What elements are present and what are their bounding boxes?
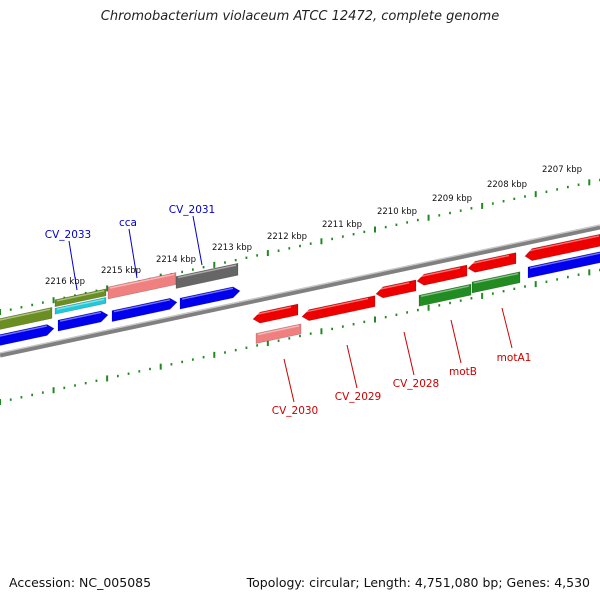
gene-leader-line	[450, 319, 462, 364]
gene-feature-blue-1[interactable]	[0, 324, 55, 346]
genome-backbone	[0, 224, 600, 358]
gene-label-motb[interactable]: motB	[449, 366, 477, 378]
map-title: Chromobacterium violaceum ATCC 12472, co…	[100, 9, 500, 24]
genome-summary-text: Topology: circular; Length: 4,751,080 bp…	[246, 575, 590, 590]
gene-label-cv-2033[interactable]: CV_2033	[45, 229, 92, 241]
ruler-tick-label: 2216 kbp	[45, 277, 85, 287]
gene-leader-line	[283, 358, 295, 403]
gene-leader-line	[192, 215, 203, 266]
gene-feature-blue-5[interactable]	[527, 250, 600, 279]
gene-feature-red-1[interactable]	[252, 303, 299, 324]
gene-feature-blue-2[interactable]	[57, 310, 109, 332]
gene-label-mota1[interactable]: motA1	[497, 352, 532, 364]
gene-feature-cca-cyan[interactable]	[54, 297, 107, 315]
feature-layer	[0, 233, 600, 346]
gene-label-cv-2028[interactable]: CV_2028	[393, 378, 440, 390]
gene-feature-green-1[interactable]	[418, 283, 472, 307]
ruler-tick-label: 2209 kbp	[432, 194, 472, 204]
gene-feature-red-2[interactable]	[301, 295, 376, 322]
gene-label-cv-2031[interactable]: CV_2031	[169, 204, 216, 216]
gene-feature-pink[interactable]	[107, 272, 177, 300]
ruler-tick-label: 2212 kbp	[267, 232, 307, 242]
gene-feature-cca-olive[interactable]	[54, 288, 107, 308]
gene-label-cv-2029[interactable]: CV_2029	[335, 391, 382, 403]
gene-feature-blue-3[interactable]	[111, 297, 178, 323]
gene-feature-red-3[interactable]	[375, 279, 417, 299]
label-layer: 2207 kbp 2208 kbp 2209 kbp 2210 kbp 2211…	[45, 165, 582, 417]
gene-leader-line	[501, 307, 513, 349]
gene-feature-olive[interactable]	[0, 307, 53, 330]
ruler-tick-label: 2207 kbp	[542, 165, 582, 175]
gene-leader-line	[68, 240, 78, 291]
gene-feature-red-5[interactable]	[467, 252, 517, 273]
backbone-layer	[0, 224, 600, 358]
gene-leader-line	[128, 228, 138, 279]
gene-feature-blue-4[interactable]	[179, 286, 241, 310]
ruler-tick-label: 2215 kbp	[101, 266, 141, 276]
genome-backbone-highlight	[0, 224, 600, 354]
gene-feature-gray[interactable]	[175, 262, 239, 289]
gene-label-cv-2030[interactable]: CV_2030	[272, 405, 319, 417]
accession-text: Accession: NC_005085	[9, 575, 152, 590]
ruler-tick-label: 2211 kbp	[322, 220, 362, 230]
gene-feature-green-2[interactable]	[471, 271, 521, 294]
gene-feature-red-4[interactable]	[416, 264, 468, 286]
ruler-tick-label: 2213 kbp	[212, 243, 252, 253]
gene-leader-line	[403, 331, 415, 376]
ruler-tick-label: 2208 kbp	[487, 180, 527, 190]
gene-label-cca[interactable]: cca	[119, 217, 137, 229]
gene-feature-pink-2[interactable]	[255, 323, 302, 344]
gene-leader-line	[346, 344, 358, 389]
ruler-tick-label: 2210 kbp	[377, 207, 417, 217]
gene-feature-red-6[interactable]	[524, 233, 600, 262]
ruler-tick-label: 2214 kbp	[156, 255, 196, 265]
